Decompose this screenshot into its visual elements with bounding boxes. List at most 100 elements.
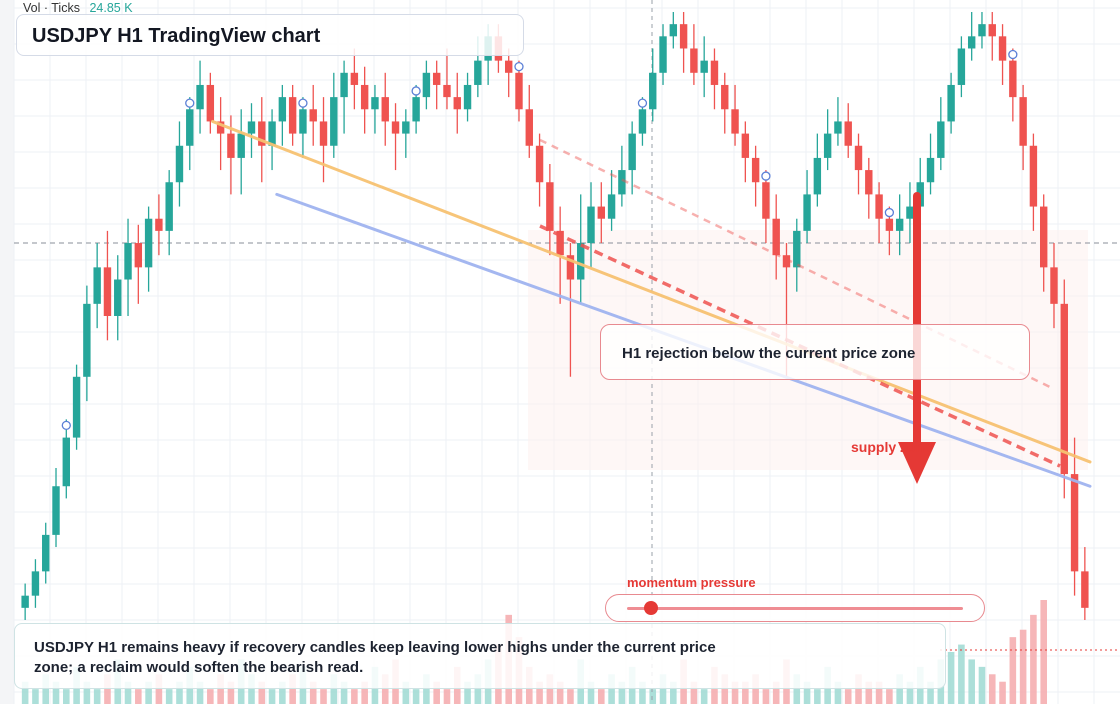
candle-body [268, 121, 276, 146]
volume-bar [52, 681, 60, 704]
candle-body [144, 218, 153, 268]
candle-body [258, 121, 266, 146]
volume-bar [402, 681, 410, 704]
volume-bar [165, 689, 173, 704]
candle-body [638, 109, 647, 134]
candle-body [710, 60, 719, 85]
candle-body [793, 230, 801, 268]
volume-bar [742, 681, 749, 704]
candle-body [1081, 571, 1089, 608]
volume-bar [227, 681, 235, 704]
volume-bar [690, 681, 698, 704]
volume-bar [1040, 600, 1047, 704]
candle-body [93, 267, 101, 304]
volume-bar [124, 681, 132, 704]
swing-marker [1008, 49, 1018, 60]
volume-bar [793, 674, 801, 704]
candle-body [649, 72, 657, 110]
volume-bar [309, 681, 317, 704]
candle-body [402, 121, 410, 134]
volume-bar [649, 689, 657, 704]
volume-bar [536, 681, 543, 704]
rejection-callout[interactable]: H1 rejection below the current price zon… [600, 324, 1030, 380]
candle-body [443, 84, 451, 98]
candle-body [751, 157, 760, 183]
candle-body [206, 84, 215, 122]
candle-body [350, 72, 359, 85]
swing-marker [185, 98, 195, 108]
candle-body [155, 218, 163, 231]
volume-bar [464, 681, 471, 704]
swing-marker [761, 171, 771, 181]
candle-body [669, 24, 678, 37]
momentum-slider[interactable] [605, 594, 985, 622]
volume-bar [217, 674, 224, 704]
volume-bar [762, 689, 770, 704]
volume-bar [145, 681, 152, 704]
candle-body [42, 534, 50, 572]
volume-bar [556, 681, 564, 704]
volume-bar [381, 674, 389, 704]
candle-body [103, 267, 112, 316]
swing-marker [884, 207, 895, 218]
momentum-thumb[interactable] [643, 601, 658, 615]
volume-bar [587, 681, 595, 704]
candle-body [1050, 267, 1058, 304]
volume-bar [248, 674, 255, 704]
candle-body [679, 24, 688, 49]
volume-value: 24.85 K [89, 1, 133, 15]
candle-body [412, 97, 420, 122]
volume-bar [546, 674, 554, 704]
candle-body [885, 218, 894, 231]
candle-body [299, 109, 307, 134]
volume-bar [196, 681, 204, 704]
volume-bar [618, 681, 626, 704]
candle-body [360, 84, 369, 110]
volume-bar [474, 674, 482, 704]
candle-body [803, 194, 811, 231]
volume-bar [423, 674, 430, 704]
candle-body [319, 121, 328, 146]
volume-bar [279, 681, 286, 704]
candle-body [124, 243, 132, 280]
candle-body [535, 145, 544, 183]
volume-bar [412, 689, 420, 704]
volume-bar [135, 689, 142, 704]
volume-bar [361, 681, 368, 704]
volume-bar [176, 681, 183, 704]
candle-body [556, 230, 564, 256]
candle-body [978, 24, 986, 37]
volume-bar [886, 689, 893, 704]
candle-body [823, 133, 832, 158]
volume-bar [700, 689, 708, 704]
candle-body [587, 206, 595, 244]
candle-body [330, 97, 338, 146]
candle-body [1070, 474, 1079, 572]
candle-body [947, 84, 955, 122]
momentum-label: momentum pressure [627, 575, 756, 590]
swing-marker [637, 98, 648, 108]
candle-body [566, 255, 575, 280]
candle-body [52, 486, 60, 535]
chart-title: USDJPY H1 TradingView chart [32, 25, 321, 47]
candle-body [844, 121, 852, 146]
candle-body [525, 109, 533, 146]
volume-bar [63, 689, 70, 704]
volume-bar [320, 689, 327, 704]
volume-bar [639, 681, 646, 704]
candle-body [906, 206, 914, 219]
analysis-note-box: USDJPY H1 remains heavy if recovery cand… [14, 623, 946, 689]
volume-bar [865, 681, 873, 704]
volume-bar [289, 674, 296, 704]
volume-bar [104, 674, 111, 704]
volume-bar [947, 652, 955, 704]
volume-bar [844, 689, 852, 704]
candle-body [288, 97, 297, 134]
volume-bar [155, 674, 163, 704]
price-scale-strip [0, 0, 14, 704]
candle-body [432, 72, 441, 85]
volume-bar [670, 681, 677, 704]
candle-body [854, 145, 863, 171]
candle-body [21, 595, 29, 608]
volume-bar [721, 674, 729, 704]
